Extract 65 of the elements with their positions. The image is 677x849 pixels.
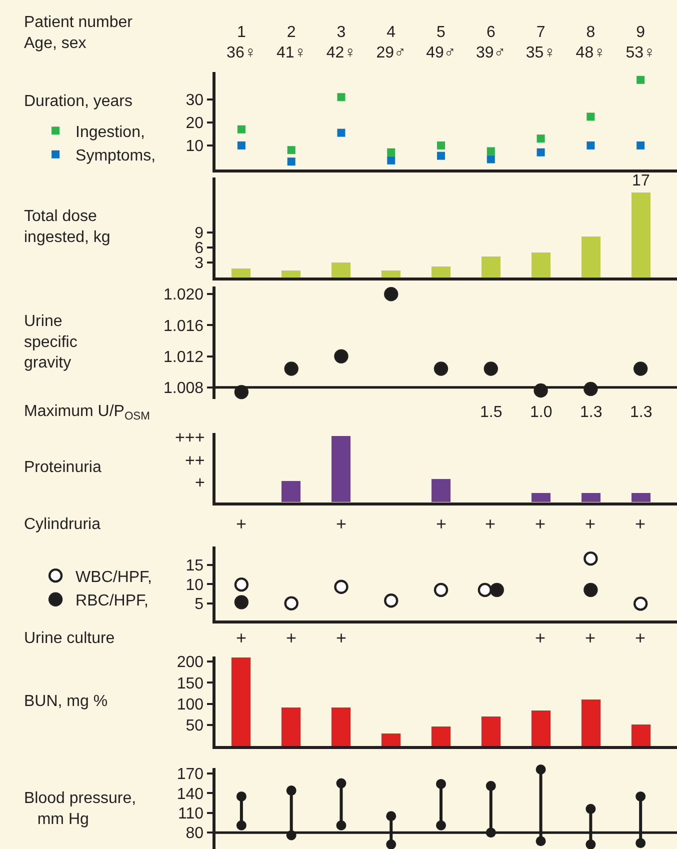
y-tick-label: 1.012 — [164, 348, 204, 366]
text: + — [236, 514, 247, 534]
text: + — [336, 628, 347, 648]
x-tick-label: 8 48♀ — [576, 24, 606, 62]
data-label: 17 — [632, 172, 650, 190]
y-tick-label: 170 — [176, 766, 204, 784]
y-tick-label: 50 — [186, 718, 204, 735]
y-axis-title: Blood pressure, mm Hg — [24, 790, 136, 828]
y-tick-label: 10 — [186, 576, 204, 594]
text: Cylindruria — [24, 516, 101, 533]
x-tick-label: 2 41♀ — [276, 24, 306, 62]
text: + — [585, 628, 596, 648]
text: +++ — [175, 428, 205, 447]
y-axis-title: Total dose ingested, kg — [24, 208, 110, 246]
y-tick-label: 10 — [186, 138, 204, 156]
y-tick-label: 6 — [194, 240, 204, 258]
y-tick-label: 100 — [176, 696, 204, 714]
text: + — [436, 514, 447, 534]
x-tick-label: 6 39♂ — [476, 24, 506, 62]
text: + — [286, 628, 297, 648]
y-tick-label: 5 — [194, 596, 204, 613]
text: Urine culture — [24, 630, 115, 647]
legend-label: RBC/HPF, — [76, 592, 148, 610]
text: + — [195, 473, 205, 492]
text: Maximum U/P$_{OSM}$ — [24, 403, 150, 422]
y-tick-label: 30 — [186, 92, 204, 110]
y-tick-label: 140 — [176, 786, 204, 803]
text: + — [635, 628, 646, 648]
x-tick-label: 9 53♀ — [626, 24, 656, 62]
y-tick-label: 110 — [178, 805, 204, 822]
x-axis-title: Patient number Age, sex — [24, 14, 134, 52]
y-tick-label: 1.016 — [164, 318, 204, 335]
y-axis-title: Urine specific gravity — [24, 313, 78, 372]
data-label: 1.3 — [580, 404, 602, 421]
text: + — [535, 514, 546, 534]
text: + — [535, 628, 546, 648]
y-tick-label: 150 — [176, 675, 204, 692]
data-label: 1.5 — [480, 404, 502, 421]
y-axis-title: BUN, mg % — [24, 693, 108, 710]
x-tick-label: 1 36♀ — [226, 24, 256, 62]
y-tick-label: 9 — [194, 225, 204, 242]
y-tick-label: 200 — [176, 654, 204, 672]
y-tick-label: 1.008 — [164, 380, 204, 397]
y-tick-label: 80 — [186, 825, 204, 842]
text: + — [236, 628, 247, 648]
y-tick-label: 1.020 — [164, 286, 204, 304]
text: ++ — [185, 451, 205, 470]
text: + — [635, 514, 646, 534]
text: + — [485, 514, 496, 534]
legend-label: Symptoms, — [76, 148, 156, 165]
x-tick-label: 5 49♂ — [426, 24, 456, 62]
y-tick-label: 20 — [186, 115, 204, 132]
legend-label: WBC/HPF, — [76, 568, 152, 586]
data-label: 1.3 — [630, 404, 652, 421]
text: + — [336, 514, 347, 534]
y-tick-label: 15 — [186, 558, 204, 575]
y-tick-label: 3 — [194, 254, 204, 272]
x-tick-label: 7 35♀ — [526, 24, 556, 62]
data-label: 1.0 — [530, 404, 552, 421]
text: + — [585, 514, 596, 534]
y-axis-title: Duration, years — [24, 93, 132, 110]
x-tick-label: 3 42♀ — [326, 24, 356, 62]
y-axis-title: Proteinuria — [24, 459, 102, 476]
legend-label: Ingestion, — [76, 124, 145, 141]
x-tick-label: 4 29♂ — [376, 24, 406, 62]
